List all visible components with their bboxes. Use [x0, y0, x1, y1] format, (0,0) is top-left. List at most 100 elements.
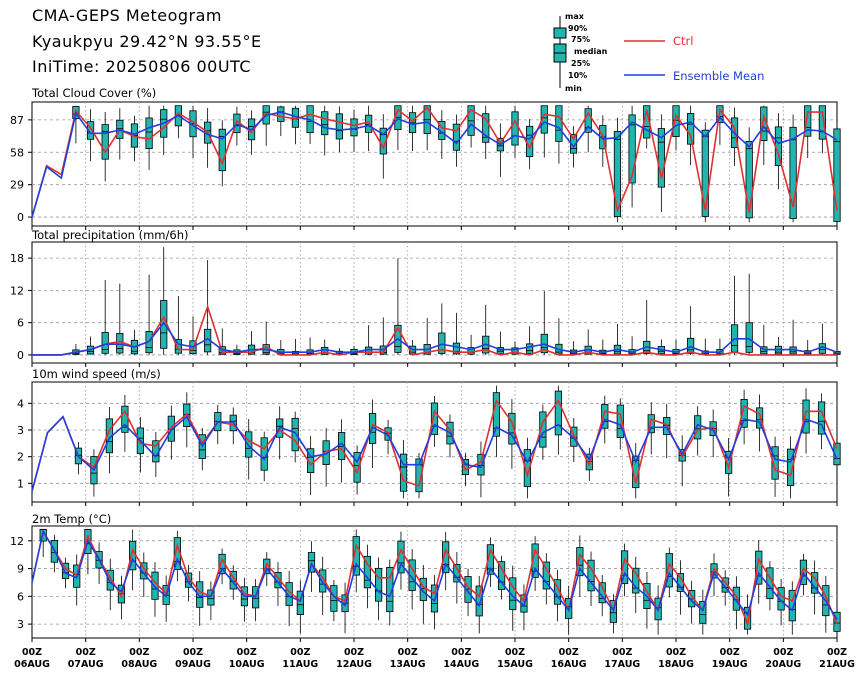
- x-tick-label-time: 00Z: [612, 647, 632, 658]
- x-tick-label-time: 00Z: [505, 647, 525, 658]
- box: [833, 611, 841, 632]
- box: [101, 124, 109, 160]
- y-tick-label: 0: [17, 349, 24, 362]
- box: [745, 322, 753, 353]
- x-tick-label-time: 00Z: [129, 647, 149, 658]
- box: [628, 114, 636, 184]
- x-tick-label-date: 21AUG: [819, 659, 855, 670]
- box: [632, 567, 640, 594]
- panel-frame: [31, 241, 838, 364]
- box: [699, 601, 707, 624]
- y-tick-label: 18: [10, 252, 24, 265]
- x-tick-label-time: 00Z: [290, 647, 310, 658]
- box: [665, 553, 673, 588]
- box: [777, 587, 785, 611]
- box: [291, 417, 299, 452]
- y-tick-label: 1: [17, 477, 24, 490]
- box: [745, 141, 753, 219]
- x-tick-label-date: 09AUG: [175, 659, 211, 670]
- box: [477, 453, 485, 476]
- ensemble-mean-line: [31, 529, 838, 620]
- panel-3: 3 6 9 12: [10, 525, 841, 642]
- ctrl-line: [31, 106, 838, 218]
- legend-box-label: 75%: [571, 35, 590, 44]
- x-tick-label-date: 11AUG: [282, 659, 318, 670]
- box: [140, 562, 148, 580]
- box: [274, 572, 282, 589]
- box: [616, 404, 624, 438]
- box: [818, 105, 826, 140]
- x-tick-label-time: 00Z: [666, 647, 686, 658]
- box: [252, 586, 260, 609]
- y-tick-label: 0: [17, 211, 24, 224]
- box: [196, 581, 204, 608]
- x-tick-label-date: 10AUG: [229, 659, 265, 670]
- x-tick-label-time: 00Z: [773, 647, 793, 658]
- box: [789, 126, 797, 219]
- x-tick-label-time: 00Z: [344, 647, 364, 658]
- panel-1: 0 6 12 18: [10, 241, 841, 367]
- ctrl-line: [31, 398, 838, 492]
- box: [542, 561, 550, 590]
- meteogram-title: CMA-GEPS Meteogram: [32, 6, 223, 25]
- legend-box-label: 10%: [568, 71, 587, 80]
- box: [335, 113, 343, 140]
- x-tick-label-date: 06AUG: [14, 659, 50, 670]
- box: [725, 450, 733, 474]
- x-tick-label-time: 00Z: [183, 647, 203, 658]
- box: [86, 121, 95, 140]
- box: [174, 339, 182, 354]
- box: [511, 347, 519, 355]
- y-tick-label: 3: [17, 618, 24, 631]
- y-tick-label: 12: [10, 535, 24, 548]
- legend-box-label: median: [574, 47, 608, 56]
- y-tick-label: 4: [17, 397, 24, 410]
- box: [207, 589, 215, 606]
- x-tick-label-date: 16AUG: [551, 659, 587, 670]
- box: [540, 105, 548, 134]
- box: [743, 606, 752, 630]
- box: [804, 105, 812, 137]
- y-tick-label: 87: [10, 114, 24, 127]
- box: [363, 555, 372, 589]
- box: [496, 347, 504, 355]
- x-tick-label-date: 08AUG: [121, 659, 157, 670]
- x-tick-label-date: 14AUG: [443, 659, 479, 670]
- box: [740, 398, 748, 428]
- y-tick-label: 3: [17, 424, 24, 437]
- box: [721, 577, 729, 593]
- box: [184, 572, 193, 588]
- box: [732, 586, 740, 611]
- ctrl-line: [32, 303, 837, 356]
- box: [672, 105, 680, 138]
- box: [687, 113, 695, 145]
- ensemble-mean-line: [31, 415, 838, 492]
- legend-box-label: min: [565, 84, 582, 93]
- box: [145, 117, 153, 149]
- box: [554, 390, 562, 436]
- box: [601, 404, 609, 429]
- box: [486, 544, 495, 575]
- box: [620, 550, 629, 585]
- box: [365, 114, 373, 133]
- box: [555, 105, 563, 142]
- legend-box-label: 90%: [568, 24, 587, 33]
- panel-2: 1 2 3 4: [17, 381, 841, 506]
- box: [277, 106, 285, 122]
- box: [657, 128, 665, 188]
- box: [415, 458, 423, 493]
- y-tick-label: 12: [10, 284, 24, 297]
- x-tick-label-time: 00Z: [559, 647, 579, 658]
- panel-0: 0 29 58 87: [10, 101, 841, 230]
- x-tick-label-date: 20AUG: [765, 659, 801, 670]
- x-tick-label-date: 12AUG: [336, 659, 372, 670]
- box: [701, 129, 709, 217]
- box: [475, 585, 483, 617]
- y-tick-label: 29: [10, 179, 24, 192]
- x-tick-label-date: 17AUG: [604, 659, 640, 670]
- box: [523, 449, 531, 487]
- x-tick-label-time: 00Z: [398, 647, 418, 658]
- box: [482, 113, 490, 143]
- box: [307, 552, 316, 573]
